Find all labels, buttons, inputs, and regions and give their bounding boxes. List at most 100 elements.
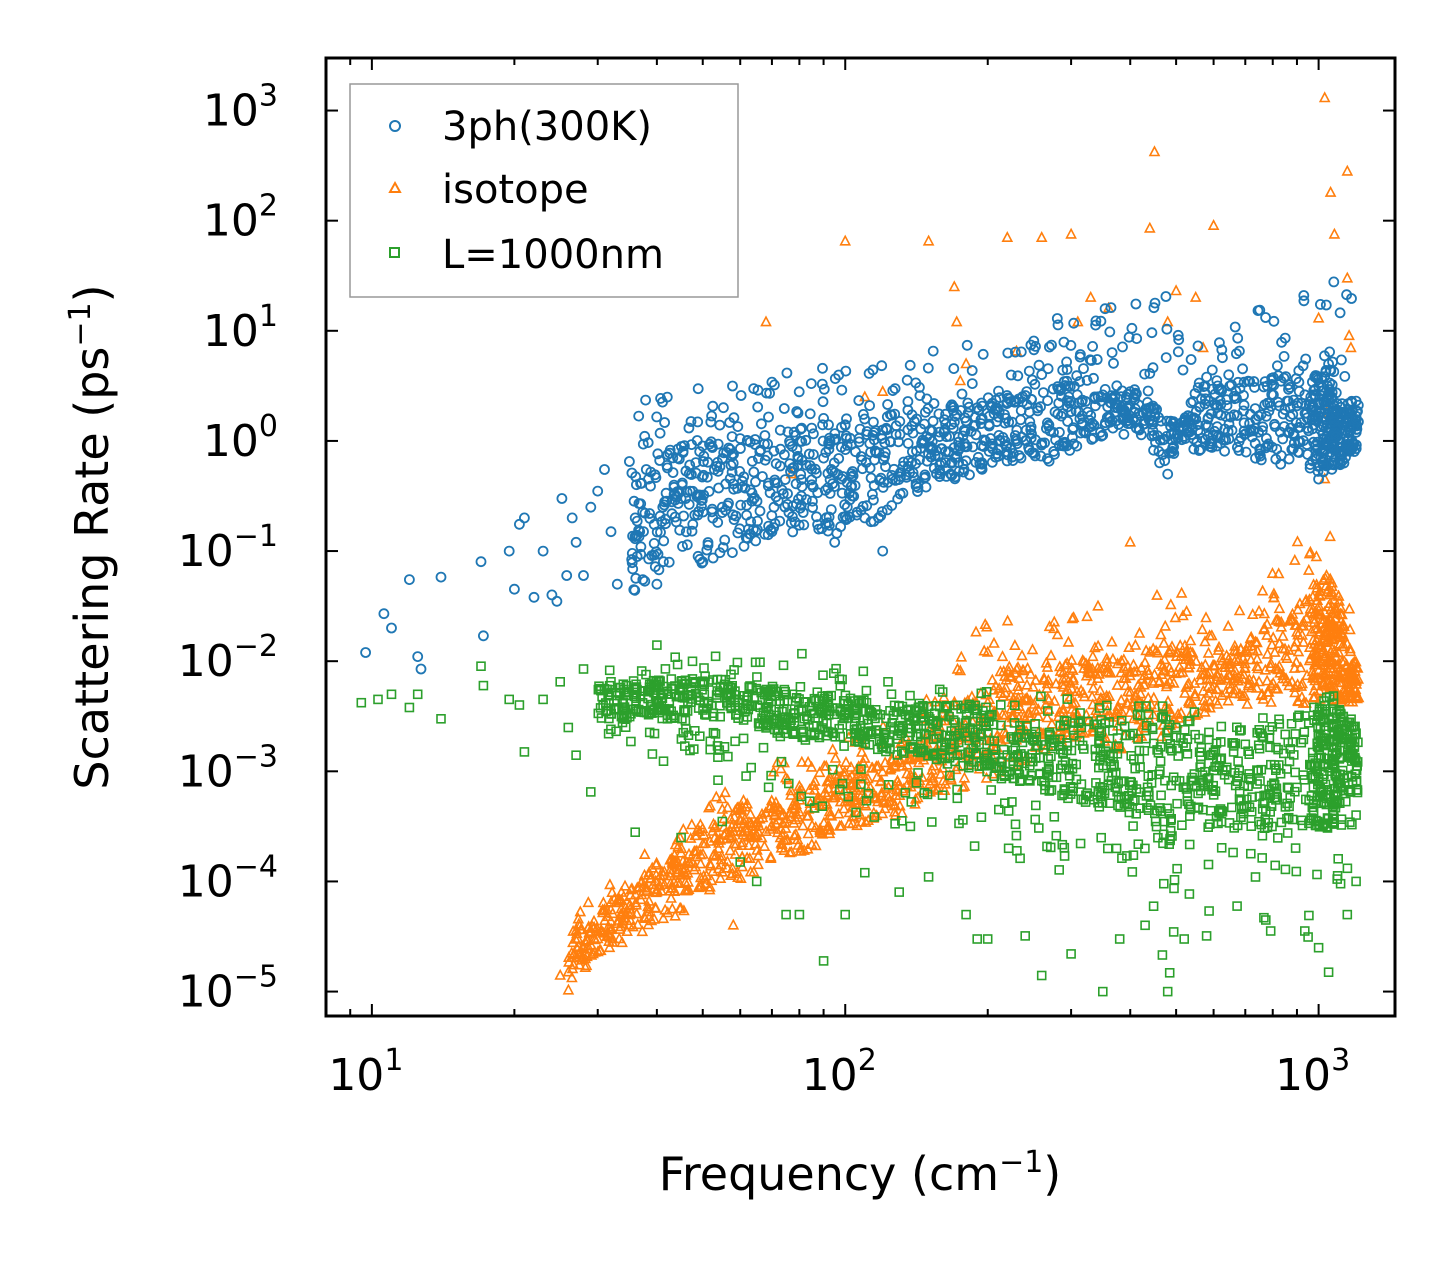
l-1000nm-point bbox=[1064, 770, 1075, 781]
isotope-point bbox=[1163, 661, 1176, 673]
isotope-point bbox=[989, 679, 1002, 691]
isotope-point bbox=[562, 965, 575, 977]
l-1000nm-point bbox=[1273, 833, 1283, 843]
isotope-point bbox=[755, 831, 768, 843]
3ph-300k--point bbox=[694, 446, 706, 458]
isotope-point bbox=[1172, 711, 1185, 723]
isotope-point bbox=[1164, 598, 1177, 610]
l-1000nm-point bbox=[710, 729, 721, 739]
l-1000nm-point bbox=[606, 676, 616, 687]
3ph-300k--point bbox=[904, 466, 916, 478]
3ph-300k--point bbox=[863, 367, 875, 379]
3ph-300k--point bbox=[839, 419, 851, 431]
isotope-point bbox=[1318, 91, 1331, 103]
l-1000nm-point bbox=[840, 690, 851, 701]
isotope-point bbox=[927, 759, 940, 771]
l-1000nm-point bbox=[1269, 778, 1279, 789]
l-1000nm-point bbox=[1036, 970, 1047, 981]
3ph-300k--point bbox=[1288, 394, 1299, 406]
l-1000nm-point bbox=[800, 735, 811, 745]
3ph-300k--point bbox=[1099, 303, 1111, 315]
l-1000nm-point bbox=[1182, 748, 1193, 759]
3ph-300k--point bbox=[655, 526, 666, 538]
3ph-300k--point bbox=[927, 415, 939, 427]
3ph-300k--point bbox=[670, 516, 682, 528]
isotope-point bbox=[606, 885, 618, 898]
isotope-point bbox=[826, 743, 839, 755]
l-1000nm-point bbox=[1066, 745, 1077, 756]
isotope-point bbox=[1234, 642, 1247, 654]
l-1000nm-point bbox=[843, 791, 854, 802]
3ph-300k--point bbox=[686, 525, 698, 537]
3ph-300k--point bbox=[893, 436, 904, 448]
l-1000nm-point bbox=[1112, 748, 1123, 759]
l-1000nm-point bbox=[710, 651, 721, 662]
isotope-point bbox=[645, 914, 658, 926]
isotope-point bbox=[1222, 667, 1235, 680]
l-1000nm-point bbox=[894, 887, 905, 897]
isotope-point bbox=[784, 805, 796, 818]
isotope-point bbox=[573, 958, 586, 970]
l-1000nm-point bbox=[478, 680, 489, 691]
3ph-300k--point bbox=[1146, 327, 1158, 339]
isotope-point bbox=[1230, 645, 1243, 657]
isotope-point bbox=[1154, 657, 1167, 670]
3ph-300k--point bbox=[1327, 440, 1339, 452]
3ph-300k--point bbox=[1166, 434, 1177, 446]
isotope-point bbox=[876, 807, 889, 819]
l-1000nm-point bbox=[894, 700, 904, 711]
l-1000nm-point bbox=[801, 711, 812, 722]
isotope-point bbox=[1276, 641, 1289, 654]
3ph-300k--point bbox=[885, 436, 896, 448]
l-1000nm-point bbox=[1114, 934, 1125, 944]
3ph-300k--point bbox=[735, 443, 746, 454]
3ph-300k--point bbox=[1312, 465, 1324, 477]
isotope-point bbox=[639, 911, 652, 924]
isotope-point bbox=[1277, 629, 1289, 641]
l-1000nm-point bbox=[1153, 832, 1163, 843]
isotope-point bbox=[1261, 674, 1273, 686]
3ph-300k--point bbox=[696, 471, 708, 483]
isotope-point bbox=[1343, 329, 1355, 341]
isotope-point bbox=[1199, 635, 1211, 647]
l-1000nm-point bbox=[1290, 729, 1301, 739]
3ph-300k--point bbox=[1033, 359, 1045, 371]
3ph-300k--point bbox=[948, 363, 960, 375]
3ph-300k--point bbox=[1274, 400, 1285, 412]
3ph-300k--point bbox=[629, 584, 641, 596]
isotope-point bbox=[1265, 695, 1277, 707]
isotope-point bbox=[1189, 687, 1201, 699]
l-1000nm-point bbox=[1130, 763, 1140, 774]
l-1000nm-point bbox=[1104, 717, 1114, 727]
isotope-point bbox=[1266, 638, 1278, 650]
l-1000nm-point bbox=[1011, 830, 1022, 841]
l-1000nm-point bbox=[1208, 747, 1219, 758]
l-1000nm-point bbox=[913, 720, 923, 731]
3ph-300k--point bbox=[766, 526, 778, 538]
l-1000nm-point bbox=[676, 832, 686, 843]
3ph-300k--point bbox=[1023, 442, 1034, 453]
3ph-300k--point bbox=[636, 477, 647, 489]
l-1000nm-point bbox=[981, 686, 992, 697]
l-1000nm-point bbox=[1208, 790, 1219, 800]
3ph-300k--point bbox=[1185, 397, 1197, 409]
l-1000nm-point bbox=[1096, 727, 1107, 737]
3ph-300k--point bbox=[561, 570, 573, 581]
isotope-point bbox=[1338, 640, 1350, 652]
3ph-300k--point bbox=[829, 428, 841, 440]
3ph-300k--point bbox=[738, 471, 750, 483]
3ph-300k--point bbox=[993, 385, 1004, 397]
isotope-point bbox=[1161, 677, 1173, 689]
isotope-point bbox=[1312, 311, 1325, 323]
isotope-point bbox=[728, 837, 740, 849]
isotope-point bbox=[685, 818, 698, 830]
l-1000nm-point bbox=[1065, 781, 1076, 792]
l-1000nm-point bbox=[937, 790, 948, 801]
isotope-point bbox=[1205, 629, 1218, 641]
3ph-300k--point bbox=[1216, 385, 1227, 397]
l-1000nm-point bbox=[1216, 737, 1226, 747]
isotope-point bbox=[1259, 663, 1272, 675]
l-1000nm-point bbox=[1245, 774, 1256, 785]
3ph-300k--point bbox=[999, 435, 1011, 447]
isotope-point bbox=[1066, 612, 1079, 624]
